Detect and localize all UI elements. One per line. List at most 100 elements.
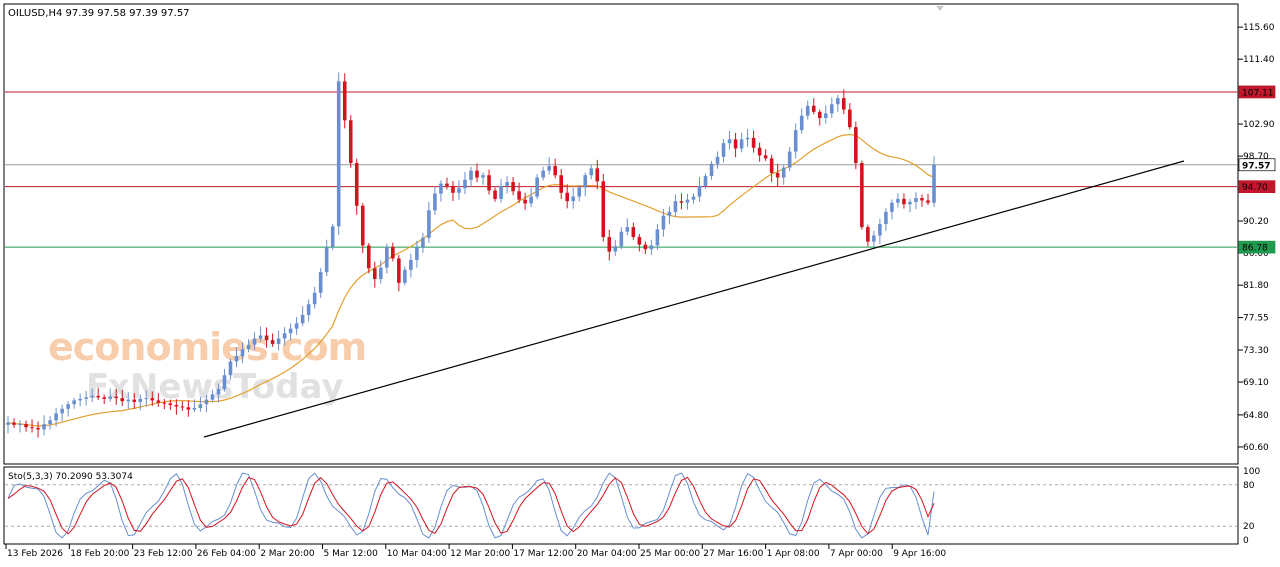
trendline[interactable] bbox=[203, 160, 1185, 438]
candle-body bbox=[631, 227, 636, 238]
price-tick-label: 73.30 bbox=[1243, 346, 1269, 356]
time-tick-label: 23 Feb 12:00 bbox=[134, 549, 193, 559]
level-value: 94.70 bbox=[1242, 183, 1268, 193]
candle-body bbox=[174, 404, 179, 407]
candle-body bbox=[679, 201, 684, 203]
level-tag bbox=[1238, 180, 1276, 194]
price-tick-label: 64.80 bbox=[1243, 411, 1269, 421]
candle-body bbox=[505, 182, 509, 186]
candle-body bbox=[685, 199, 690, 203]
time-tick-label: 17 Mar 12:00 bbox=[513, 549, 573, 559]
candle-body bbox=[294, 323, 299, 329]
candle-body bbox=[619, 231, 624, 247]
candle-body bbox=[360, 205, 365, 246]
candle-body bbox=[156, 400, 161, 403]
candle-body bbox=[890, 202, 894, 212]
candle-body bbox=[487, 175, 491, 191]
stochastic-panel[interactable] bbox=[3, 466, 1239, 545]
candle-body bbox=[427, 210, 431, 238]
candle-body bbox=[872, 235, 876, 242]
watermark: economies.com F xNewsToday bbox=[48, 325, 367, 407]
candle-body bbox=[336, 81, 341, 227]
candle-body bbox=[90, 395, 94, 398]
candle-body bbox=[415, 247, 419, 260]
candle-body bbox=[312, 292, 317, 305]
candle-body bbox=[379, 267, 383, 280]
candle-body bbox=[625, 227, 630, 232]
price-tick-label: 69.10 bbox=[1243, 378, 1269, 388]
candle-body bbox=[421, 237, 425, 248]
candle-body bbox=[391, 246, 395, 259]
stochastic-tick-label: 100 bbox=[1243, 467, 1260, 477]
candle-body bbox=[926, 200, 930, 203]
candle-body bbox=[102, 397, 107, 399]
time-tick-label: 1 Apr 08:00 bbox=[767, 549, 820, 559]
candle-body bbox=[733, 139, 738, 149]
candle-body bbox=[246, 344, 251, 350]
stochastic-label: Sto(5,3,3) 70.2090 53.3074 bbox=[8, 472, 133, 482]
candle-body bbox=[914, 198, 918, 202]
moving-average bbox=[7, 133, 935, 427]
stochastic-tick-label: 20 bbox=[1243, 522, 1255, 532]
candle-body bbox=[330, 226, 335, 247]
price-tick-label: 111.40 bbox=[1243, 55, 1275, 65]
candle-body bbox=[920, 198, 924, 201]
candle-body bbox=[547, 166, 551, 171]
time-tick-label: 27 Mar 16:00 bbox=[703, 549, 763, 559]
candle-body bbox=[499, 185, 503, 199]
level-tag bbox=[1238, 85, 1276, 99]
candle-body bbox=[541, 170, 545, 178]
candle-body bbox=[150, 398, 155, 401]
candle-body bbox=[120, 398, 125, 402]
candle-body bbox=[84, 397, 88, 399]
candle-body bbox=[553, 166, 557, 176]
candle-body bbox=[66, 404, 70, 409]
candle-body bbox=[457, 188, 461, 193]
candle-body bbox=[589, 168, 594, 176]
ma-line bbox=[7, 133, 935, 427]
price-tick-label: 81.80 bbox=[1243, 281, 1269, 291]
time-tick-label: 10 Mar 04:00 bbox=[387, 549, 447, 559]
candle-body bbox=[932, 164, 936, 203]
candle-body bbox=[715, 156, 720, 164]
candle-body bbox=[60, 408, 64, 414]
time-tick-label: 9 Apr 16:00 bbox=[893, 549, 946, 559]
chart-shift-marker[interactable] bbox=[936, 6, 944, 11]
candle-body bbox=[72, 400, 76, 405]
candle-body bbox=[108, 396, 113, 399]
candle-body bbox=[902, 198, 906, 205]
candle-body bbox=[511, 182, 515, 192]
candle-body bbox=[132, 399, 137, 402]
candle-body bbox=[252, 338, 257, 345]
candle-body bbox=[433, 193, 437, 211]
candle-body bbox=[409, 259, 413, 270]
time-tick-label: 5 Mar 12:00 bbox=[324, 549, 379, 559]
candle-body bbox=[354, 163, 359, 206]
candle-body bbox=[565, 192, 570, 202]
candle-body bbox=[36, 427, 40, 430]
candle-body bbox=[745, 137, 750, 140]
candle-body bbox=[854, 127, 858, 164]
candle-body bbox=[397, 258, 401, 283]
candle-body bbox=[848, 109, 852, 128]
candle-body bbox=[48, 420, 52, 425]
candle-body bbox=[601, 181, 606, 238]
candle-body bbox=[439, 183, 443, 194]
candle-body bbox=[607, 237, 612, 252]
stochastic-d-line bbox=[7, 476, 935, 535]
candle-body bbox=[643, 244, 648, 250]
candle-body bbox=[613, 246, 618, 252]
candle-body bbox=[842, 98, 846, 110]
time-axis[interactable]: 13 Feb 2026 18 Feb 20:00 23 Feb 12:00 26 Fe… bbox=[5, 544, 946, 559]
candle-body bbox=[829, 104, 834, 114]
candle-body bbox=[655, 229, 660, 246]
candle-body bbox=[571, 196, 576, 202]
candle-body bbox=[763, 155, 768, 159]
watermark-economies: economies.com bbox=[48, 325, 366, 369]
candle-body bbox=[216, 388, 221, 395]
candle-body bbox=[210, 394, 215, 400]
candle-body bbox=[751, 137, 756, 148]
candle-body bbox=[324, 246, 329, 273]
price-tick-label: 115.60 bbox=[1243, 23, 1275, 33]
